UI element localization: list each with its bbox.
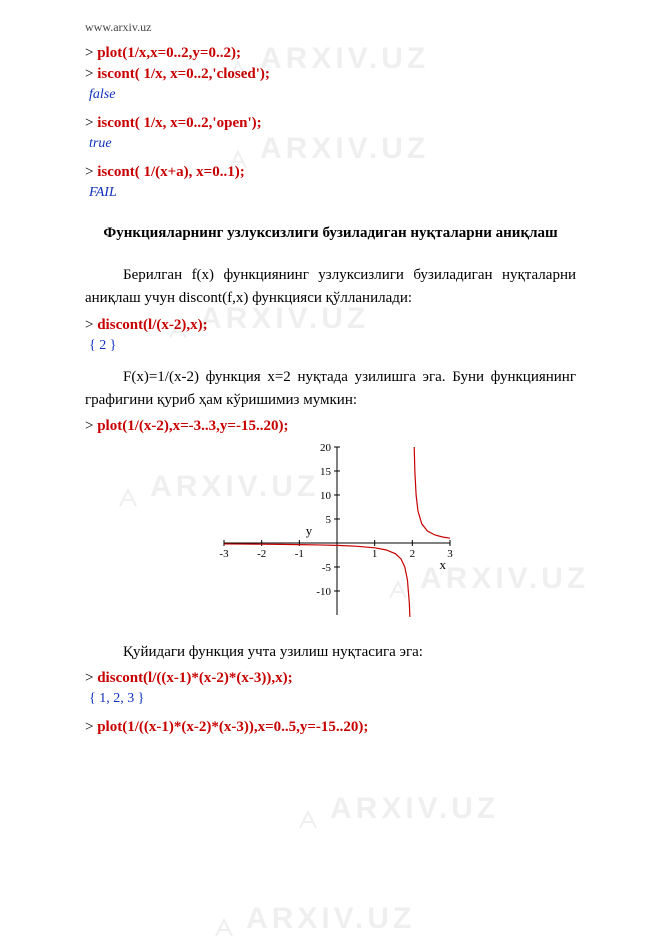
maple-input-line: > plot(1/((x-1)*(x-2)*(x-3)),x=0..5,y=-1… [85,719,576,736]
maple-input-line: > discont(l/(x-2),x); [85,317,576,334]
maple-output: true [89,136,576,152]
chart-ytick-label: 10 [320,490,332,502]
maple-code: iscont( 1/(x+a), x=0..1); [97,164,245,180]
paragraph: F(x)=1/(x-2) функция x=2 нуқтада узилишг… [85,366,576,413]
chart-xtick-label: -2 [257,548,266,560]
maple-prompt: > [85,418,97,434]
maple-prompt: > [85,66,97,82]
chart-xtick-label: -1 [294,548,303,560]
chart-xtick-label: 1 [371,548,377,560]
watermark-logo-icon [212,916,236,940]
maple-prompt: > [85,115,97,131]
maple-input-line: > iscont( 1/x, x=0..2,'open'); [85,115,576,132]
chart-series [414,447,450,538]
maple-output: { 1, 2, 3 } [89,691,576,707]
maple-input-line: > iscont( 1/(x+a), x=0..1); [85,164,576,181]
maple-code: plot(1/x,x=0..2,y=0..2); [97,45,241,61]
maple-code: iscont( 1/x, x=0..2,'closed'); [97,66,270,82]
page-header-url: www.arxiv.uz [85,20,576,35]
maple-input-line: > discont(l/((x-1)*(x-2)*(x-3)),x); [85,670,576,687]
maple-prompt: > [85,45,97,61]
paragraph: Қуйидаги функция учта узилиш нуқтасига э… [85,641,576,664]
chart-ytick-label: -10 [316,586,331,598]
watermark-logo-icon [296,808,320,832]
maple-prompt: > [85,317,97,333]
maple-code: iscont( 1/x, x=0..2,'open'); [97,115,261,131]
maple-code: plot(1/(x-2),x=-3..3,y=-15..20); [97,418,288,434]
chart-xtick-label: -3 [219,548,229,560]
chart-ytick-label: -5 [321,562,331,574]
chart-ytick-label: 5 [325,514,331,526]
watermark-logo-icon [116,486,140,510]
chart-ytick-label: 20 [320,442,332,454]
function-plot: -3 -2 -1 1 2 3 -10 -5 5 10 15 20 x y [206,441,456,631]
page-container: ARXIV.UZARXIV.UZARXIV.UZARXIV.UZARXIV.UZ… [0,0,661,935]
maple-code: discont(l/(x-2),x); [97,317,207,333]
chart-ytick-label: 15 [320,466,332,478]
chart-series [224,544,410,617]
maple-prompt: > [85,719,97,735]
maple-input-line: > plot(1/(x-2),x=-3..3,y=-15..20); [85,418,576,435]
maple-output: { 2 } [89,338,576,354]
maple-prompt: > [85,670,97,686]
maple-input-line: > iscont( 1/x, x=0..2,'closed'); [85,66,576,83]
chart-ylabel: y [305,523,312,538]
chart-xtick-label: 2 [409,548,415,560]
maple-output: false [89,87,576,103]
watermark-text: ARXIV.UZ [330,792,499,826]
maple-prompt: > [85,164,97,180]
chart-xlabel: x [439,557,446,572]
maple-code: discont(l/((x-1)*(x-2)*(x-3)),x); [97,670,292,686]
chart-xtick-label: 3 [447,548,453,560]
watermark-text: ARXIV.UZ [246,902,415,936]
maple-output: FAIL [89,185,576,201]
maple-code: plot(1/((x-1)*(x-2)*(x-3)),x=0..5,y=-15.… [97,719,368,735]
maple-input-line: > plot(1/x,x=0..2,y=0..2); [85,45,576,62]
paragraph: Берилган f(x) функциянинг узлуксизлиги б… [85,264,576,311]
section-title: Функцияларнинг узлуксизлиги бузиладиган … [85,225,576,242]
